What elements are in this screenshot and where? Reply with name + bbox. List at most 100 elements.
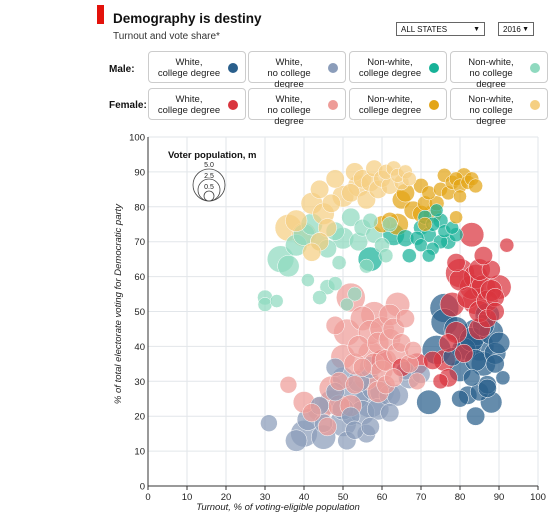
data-point[interactable] xyxy=(312,290,327,305)
y-tick-label: 20 xyxy=(134,412,145,423)
axis-layer: 0 10 20 30 40 50 60 70 80 90 100 0 10 20 30 40 50 60 70 80 9… xyxy=(129,133,546,504)
data-point[interactable] xyxy=(353,357,372,377)
male-row-label: Male: xyxy=(109,64,135,75)
data-point[interactable] xyxy=(421,248,436,263)
point-layer xyxy=(257,159,515,452)
year-select[interactable]: 2016 ▼ xyxy=(498,22,534,36)
y-tick-label: 10 xyxy=(134,447,145,458)
data-point[interactable] xyxy=(269,294,284,308)
data-point[interactable] xyxy=(260,414,278,432)
data-point[interactable] xyxy=(446,253,466,273)
data-point[interactable] xyxy=(347,286,363,302)
size-legend-value-large: 5.0 xyxy=(204,162,214,169)
toggle-female-white-college[interactable]: White, college degree xyxy=(148,88,246,120)
data-point[interactable] xyxy=(404,341,422,359)
data-point[interactable] xyxy=(487,331,511,354)
data-point[interactable] xyxy=(345,420,365,440)
x-tick-label: 20 xyxy=(221,492,232,503)
y-tick-label: 30 xyxy=(134,377,145,388)
female-row-label: Female: xyxy=(109,100,147,111)
data-point[interactable] xyxy=(331,255,347,270)
toggle-female-nonwhite-no-college[interactable]: Non-white, no college degree xyxy=(450,88,548,127)
toggle-male-nonwhite-no-college[interactable]: Non-white, no college degree xyxy=(450,51,548,90)
data-point[interactable] xyxy=(454,343,474,363)
data-point[interactable] xyxy=(341,207,361,227)
x-tick-label: 70 xyxy=(416,492,427,503)
x-tick-label: 40 xyxy=(299,492,310,503)
x-axis-label: Turnout, % of voting-eligible population xyxy=(196,502,360,513)
data-point[interactable] xyxy=(329,371,349,391)
data-point[interactable] xyxy=(257,297,273,312)
x-tick-label: 60 xyxy=(377,492,388,503)
data-point[interactable] xyxy=(477,378,497,398)
data-point[interactable] xyxy=(327,276,343,291)
data-point[interactable] xyxy=(378,248,394,264)
data-point[interactable] xyxy=(416,389,442,415)
data-point[interactable] xyxy=(495,370,511,386)
x-tick-label: 50 xyxy=(338,492,349,503)
title-accent-bar xyxy=(97,5,104,24)
card-label: Non-white, no college degree xyxy=(468,57,514,90)
x-tick-label: 100 xyxy=(530,492,546,503)
data-point[interactable] xyxy=(463,369,481,387)
toggle-female-nonwhite-college[interactable]: Non-white, college degree xyxy=(349,88,447,120)
toggle-male-white-no-college[interactable]: White, no college degree xyxy=(248,51,346,90)
data-point[interactable] xyxy=(302,403,322,423)
data-point[interactable] xyxy=(429,203,444,218)
data-point[interactable] xyxy=(449,210,463,225)
data-point[interactable] xyxy=(432,373,449,390)
data-point[interactable] xyxy=(279,376,298,394)
toggle-male-nonwhite-college[interactable]: Non-white, college degree xyxy=(349,51,447,83)
data-point[interactable] xyxy=(401,248,417,264)
toggle-female-white-no-college[interactable]: White, no college degree xyxy=(248,88,346,127)
size-legend-circle-small xyxy=(203,190,215,202)
data-point[interactable] xyxy=(438,333,458,353)
data-point[interactable] xyxy=(466,406,486,426)
data-point[interactable] xyxy=(301,273,315,287)
data-point[interactable] xyxy=(380,403,400,423)
data-point[interactable] xyxy=(347,335,370,358)
data-point[interactable] xyxy=(381,216,398,233)
size-legend-title: Voter population, m xyxy=(168,150,257,161)
x-tick-label: 30 xyxy=(260,492,271,503)
chevron-down-icon: ▼ xyxy=(473,25,480,33)
data-point[interactable] xyxy=(485,354,505,374)
data-point[interactable] xyxy=(468,178,483,194)
data-point[interactable] xyxy=(325,169,345,189)
y-tick-label: 40 xyxy=(134,342,145,353)
data-point[interactable] xyxy=(499,237,515,253)
size-legend: Voter population, m 5.0 2.5 0.5 xyxy=(168,150,257,202)
data-point[interactable] xyxy=(453,189,467,204)
data-point[interactable] xyxy=(325,316,345,335)
data-point[interactable] xyxy=(321,193,341,213)
data-point[interactable] xyxy=(473,246,493,266)
page-subtitle: Turnout and vote share* xyxy=(113,31,220,42)
toggle-male-white-college[interactable]: White, college degree xyxy=(148,51,246,83)
data-point[interactable] xyxy=(277,255,300,278)
data-point[interactable] xyxy=(360,417,380,437)
data-point[interactable] xyxy=(417,216,433,232)
card-label: Non-white, no college degree xyxy=(468,94,514,127)
data-point[interactable] xyxy=(408,372,426,390)
data-point[interactable] xyxy=(359,258,374,274)
data-point[interactable] xyxy=(340,297,354,312)
data-point[interactable] xyxy=(285,209,308,232)
data-point[interactable] xyxy=(401,171,417,187)
data-point[interactable] xyxy=(395,309,415,328)
data-point[interactable] xyxy=(362,212,379,229)
y-axis-label: % of total electorate voting for Democra… xyxy=(113,203,124,404)
data-point[interactable] xyxy=(341,183,361,203)
data-point[interactable] xyxy=(302,242,322,262)
x-tick-label: 0 xyxy=(145,492,150,503)
data-point[interactable] xyxy=(384,368,404,388)
data-point[interactable] xyxy=(310,179,330,199)
data-point[interactable] xyxy=(285,429,308,452)
data-point[interactable] xyxy=(485,302,505,321)
data-point[interactable] xyxy=(345,375,365,395)
data-point[interactable] xyxy=(423,350,443,370)
data-point[interactable] xyxy=(451,390,469,408)
x-tick-label: 10 xyxy=(182,492,193,503)
data-point[interactable] xyxy=(317,417,337,437)
y-tick-label: 70 xyxy=(134,237,145,248)
states-select[interactable]: ALL STATES ▼ xyxy=(396,22,485,36)
